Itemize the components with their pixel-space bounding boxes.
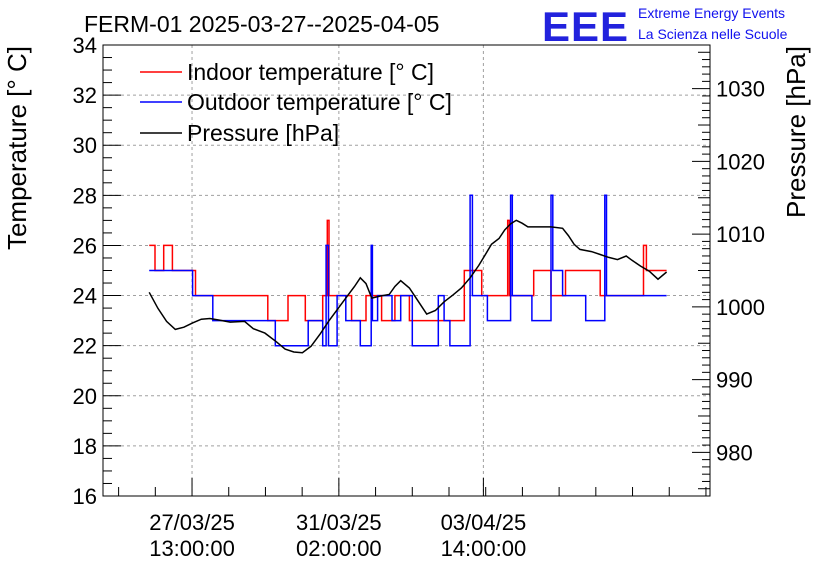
x-tick-label-date: 31/03/25 (296, 510, 382, 535)
left-axis: 16 18 20 22 24 26 28 30 32 34 (73, 33, 121, 509)
x-tick-label-time: 02:00:00 (296, 536, 382, 561)
y2-tick-label: 1000 (716, 295, 765, 320)
y2-tick-label: 990 (716, 368, 753, 393)
legend-label-pressure: Pressure [hPa] (187, 120, 339, 146)
chart-title: FERM-01 2025-03-27--2025-04-05 (84, 11, 439, 37)
y2-tick-label: 1020 (716, 149, 765, 174)
brand-block: EEE Extreme Energy Events La Scienza nel… (542, 3, 788, 50)
brand-logo: EEE (542, 3, 629, 50)
x-tick-label-date: 03/04/25 (441, 510, 527, 535)
legend: Indoor temperature [° C] Outdoor tempera… (140, 59, 452, 146)
series-line-indoor (149, 219, 667, 322)
y-tick-label: 22 (73, 334, 97, 359)
y2-tick-label: 1010 (716, 222, 765, 247)
legend-item-indoor: Indoor temperature [° C] (140, 59, 434, 85)
legend-label-indoor: Indoor temperature [° C] (187, 59, 434, 85)
y-tick-label: 16 (73, 484, 97, 509)
y2-tick-label: 1030 (716, 77, 765, 102)
y-tick-label: 18 (73, 434, 97, 459)
y2-axis-title: Pressure [hPa] (781, 46, 811, 218)
legend-label-outdoor: Outdoor temperature [° C] (187, 89, 452, 115)
brand-line-2: La Scienza nelle Scuole (638, 26, 788, 42)
y-axis-title: Temperature [° C] (2, 46, 32, 250)
x-tick-label-date: 27/03/25 (149, 510, 235, 535)
y-tick-label: 20 (73, 384, 97, 409)
y2-tick-label: 980 (716, 440, 753, 465)
legend-item-pressure: Pressure [hPa] (140, 120, 339, 146)
y-tick-label: 34 (73, 33, 97, 58)
y-tick-label: 24 (73, 284, 97, 309)
right-axis: 980 990 1000 1010 1020 1030 (692, 51, 765, 490)
brand-line-1: Extreme Energy Events (638, 5, 785, 21)
y-tick-label: 32 (73, 83, 97, 108)
y-tick-label: 30 (73, 133, 97, 158)
x-tick-label-time: 13:00:00 (149, 536, 235, 561)
legend-item-outdoor: Outdoor temperature [° C] (140, 89, 452, 115)
y-tick-label: 26 (73, 233, 97, 258)
x-tick-label-time: 14:00:00 (441, 536, 527, 561)
series-line-pressure (148, 219, 668, 354)
series-layer (148, 194, 668, 354)
series-line-outdoor (149, 194, 667, 347)
y-tick-label: 28 (73, 183, 97, 208)
